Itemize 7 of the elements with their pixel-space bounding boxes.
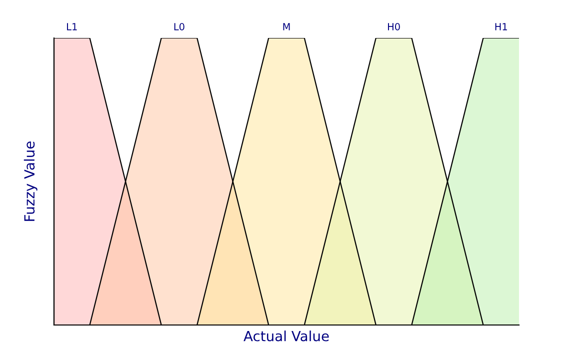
series-label: L1: [67, 23, 77, 30]
series-label: H1: [495, 23, 507, 30]
x-axis-title: Actual Value: [244, 330, 329, 342]
series-label: L0: [174, 23, 184, 30]
series-label: M: [283, 23, 290, 30]
series-label: H0: [388, 23, 400, 30]
y-axis-title: Fuzzy Value: [24, 142, 38, 221]
